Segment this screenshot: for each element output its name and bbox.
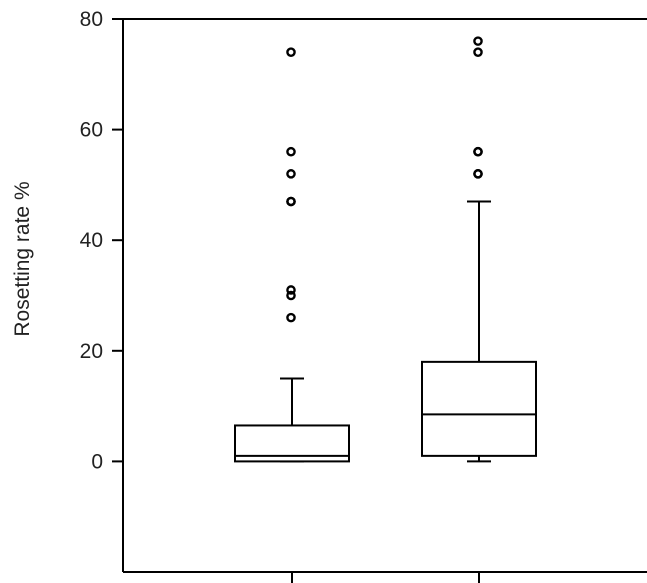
y-tick-label: 60 — [80, 119, 103, 142]
x-ticks: 4 Cysteine vars 2 Cysteine vars — [227, 572, 545, 583]
x-category-label: 2 Cysteine vars — [414, 581, 545, 583]
y-axis-title: Rosetting rate % — [11, 181, 34, 336]
box-group — [421, 36, 537, 463]
outlier-point — [286, 47, 296, 57]
outlier-point — [473, 36, 483, 46]
outlier-point — [286, 196, 296, 207]
outlier-point — [286, 146, 296, 157]
y-ticks: 0 20 40 60 80 — [80, 8, 123, 473]
y-tick-label: 40 — [80, 229, 103, 252]
axes — [122, 18, 647, 573]
y-tick-label: 0 — [91, 450, 103, 473]
y-tick-label: 20 — [80, 340, 103, 363]
outlier-point — [286, 312, 296, 323]
outlier-point — [286, 290, 296, 301]
boxes — [234, 36, 537, 463]
outlier-point — [473, 47, 483, 57]
outlier-point — [286, 169, 296, 179]
x-category-label: 4 Cysteine vars — [227, 581, 358, 583]
y-tick-label: 80 — [80, 8, 103, 31]
iqr-box — [421, 360, 537, 457]
outlier-point — [473, 146, 483, 157]
outlier-point — [473, 169, 483, 179]
box-group — [234, 47, 350, 463]
outlier-point — [286, 285, 296, 295]
